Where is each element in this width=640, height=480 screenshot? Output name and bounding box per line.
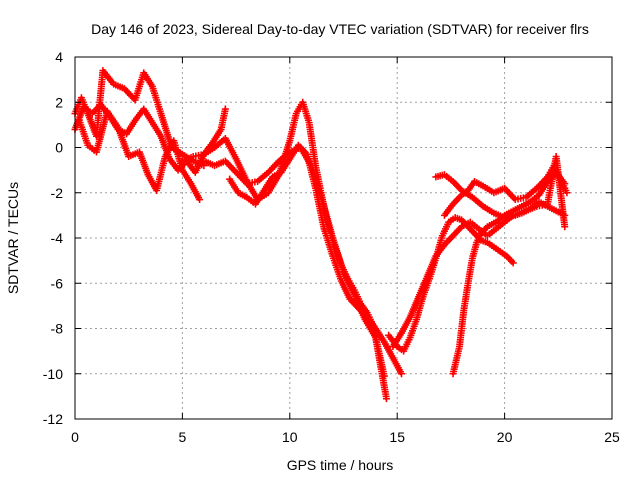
- series-11: [432, 153, 569, 231]
- data-point-markers: [389, 198, 569, 351]
- x-tick-label: 20: [497, 429, 513, 445]
- data-point-markers: [226, 141, 405, 378]
- y-axis-label: SDTVAR / TECUs: [5, 182, 21, 294]
- data-point-markers: [75, 107, 204, 204]
- y-tick-label: -12: [43, 411, 63, 427]
- x-tick-label: 0: [71, 429, 79, 445]
- y-tick-label: 4: [55, 49, 63, 65]
- y-tick-label: 0: [55, 140, 63, 156]
- series-3: [75, 107, 204, 204]
- data-point-markers: [432, 153, 569, 231]
- y-tick-label: 2: [55, 94, 63, 110]
- chart-title: Day 146 of 2023, Sidereal Day-to-day VTE…: [91, 21, 589, 37]
- y-tick-label: -2: [51, 185, 64, 201]
- y-tick-label: -4: [51, 230, 64, 246]
- y-tick-label: -6: [51, 275, 64, 291]
- data-points-layer: [71, 67, 571, 403]
- x-tick-label: 10: [282, 429, 298, 445]
- series-6: [226, 141, 405, 378]
- y-tick-label: -8: [51, 321, 64, 337]
- x-tick-label: 25: [604, 429, 620, 445]
- y-tick-label: -10: [43, 366, 63, 382]
- grid-layer: [75, 57, 612, 419]
- x-axis-label: GPS time / hours: [287, 457, 394, 473]
- x-tick-label: 5: [179, 429, 187, 445]
- series-8: [389, 198, 569, 351]
- tick-layer: 0 5 10 15 20 25 -12 -10 -8 -6 -4 -2 0 2 4: [43, 49, 620, 445]
- x-tick-label: 15: [389, 429, 405, 445]
